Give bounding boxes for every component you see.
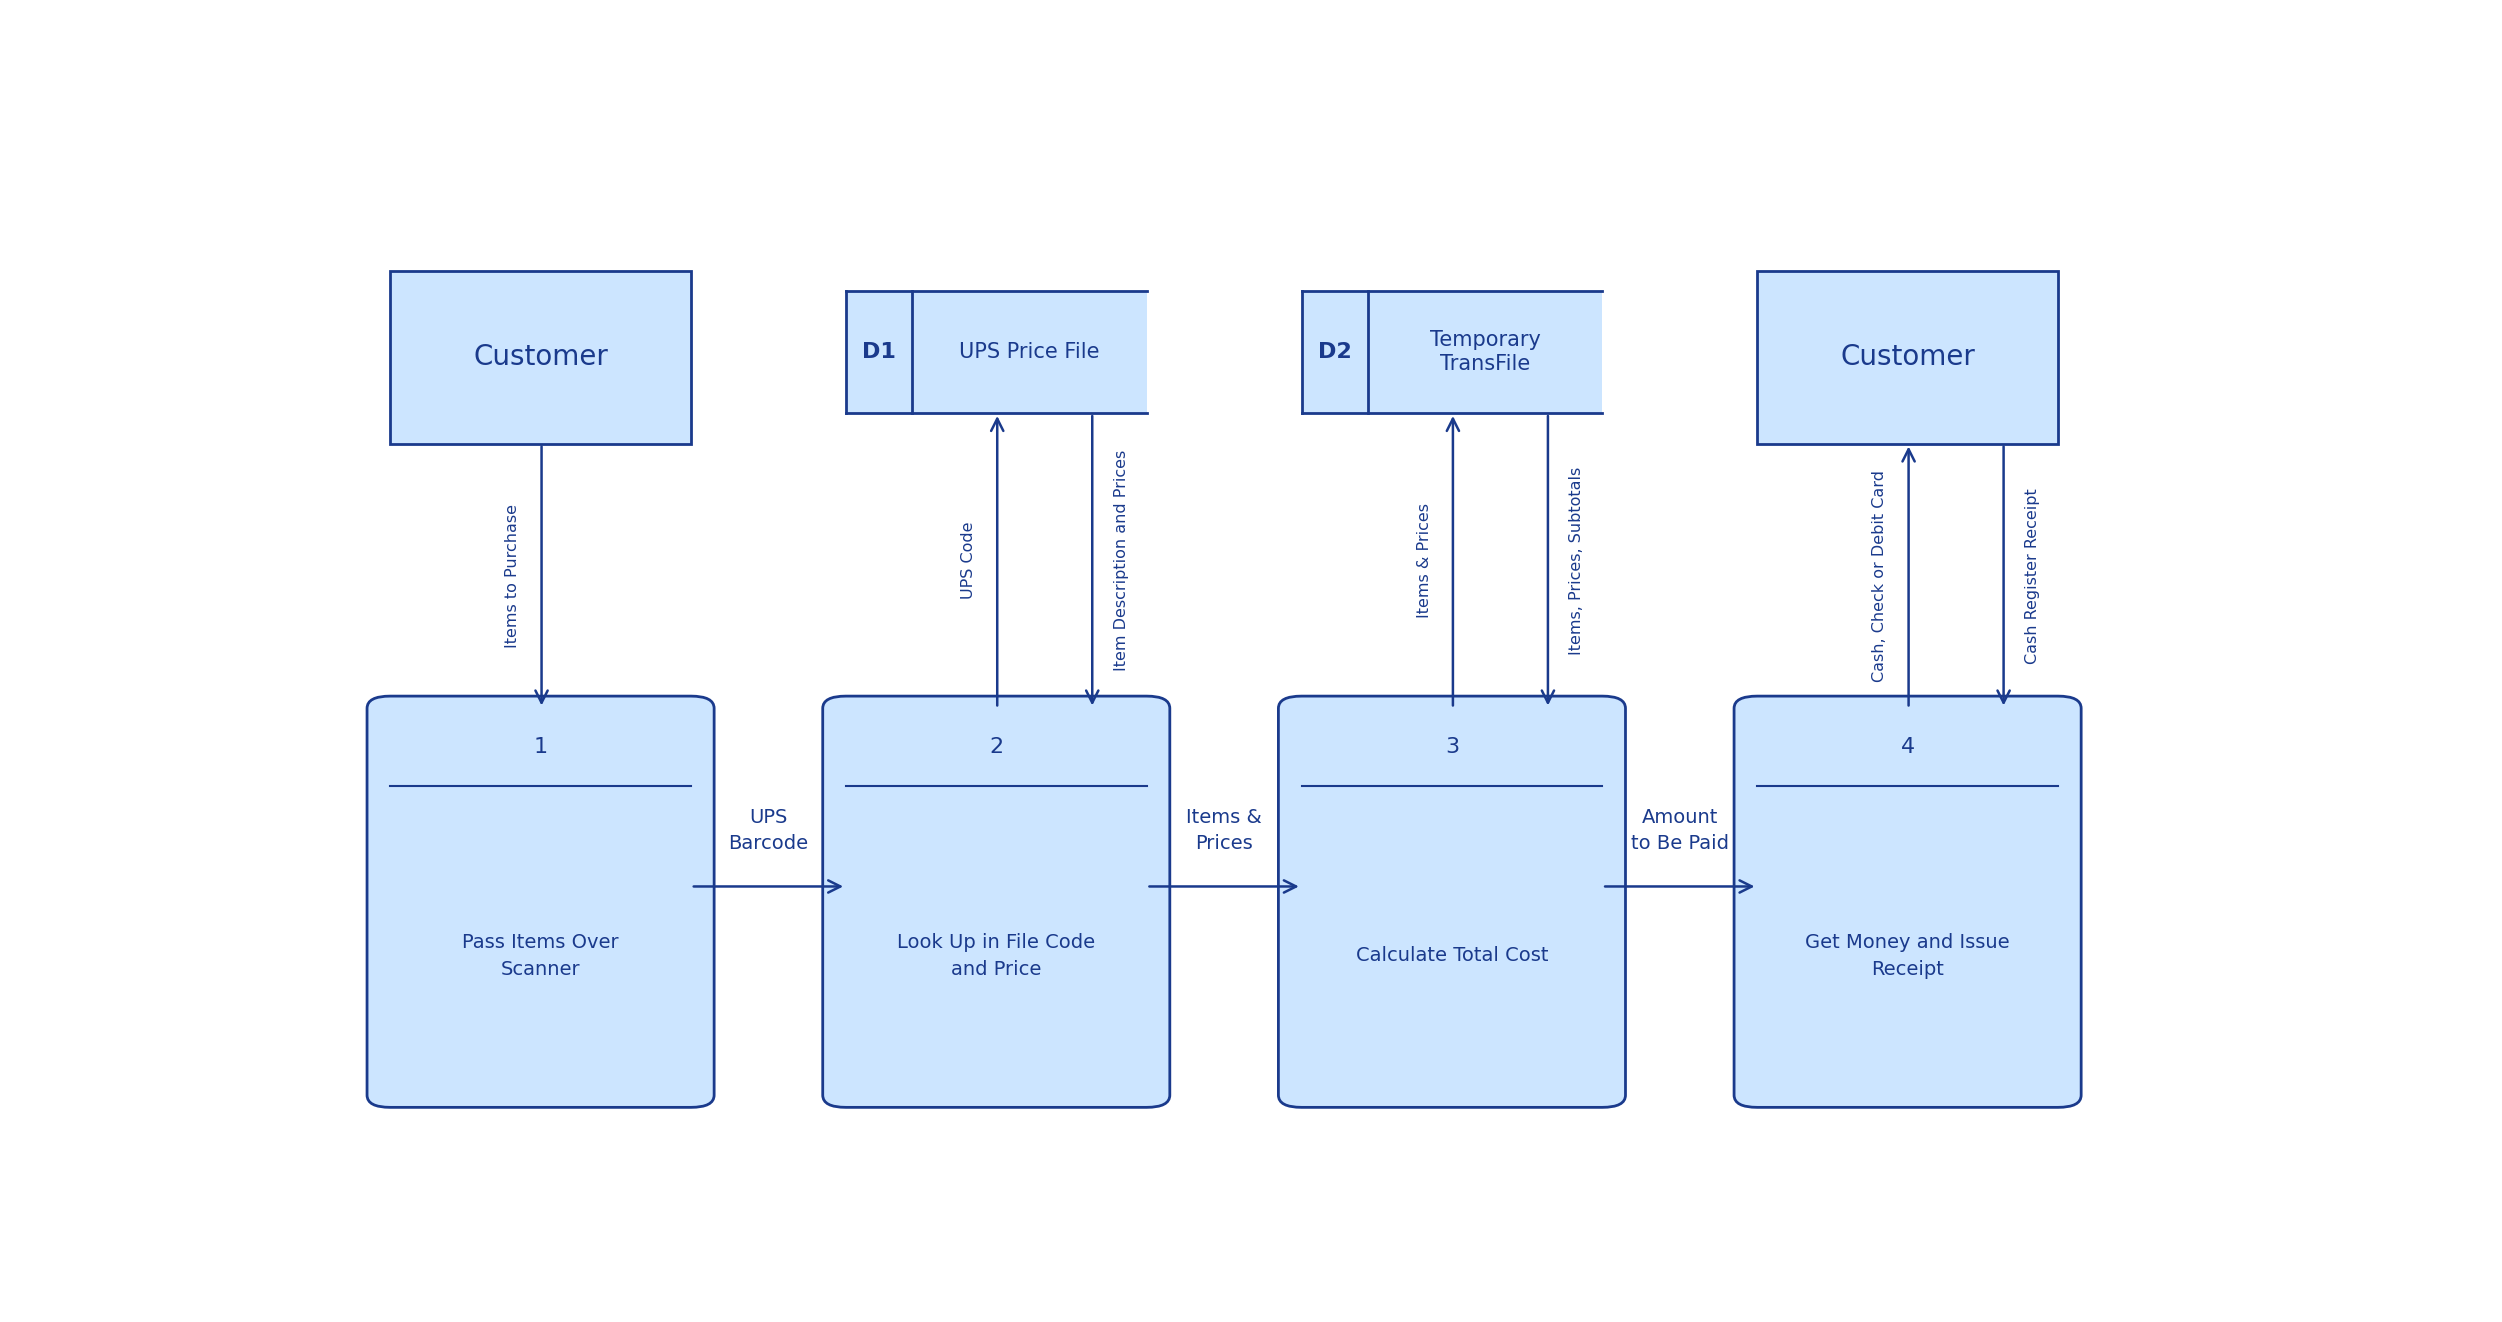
Text: D1: D1 <box>863 342 896 362</box>
FancyBboxPatch shape <box>1734 697 2082 1108</box>
Text: Pass Items Over
Scanner: Pass Items Over Scanner <box>463 933 618 978</box>
Text: Item Description and Prices: Item Description and Prices <box>1113 449 1128 672</box>
Text: Amount
to Be Paid: Amount to Be Paid <box>1631 808 1729 853</box>
Text: 2: 2 <box>988 736 1003 758</box>
Text: D2: D2 <box>1319 342 1351 362</box>
Text: Items, Prices, Subtotals: Items, Prices, Subtotals <box>1569 467 1584 654</box>
Text: Get Money and Issue
Receipt: Get Money and Issue Receipt <box>1806 933 2009 978</box>
Bar <box>846 291 1146 414</box>
FancyBboxPatch shape <box>390 271 691 444</box>
Text: Items to Purchase: Items to Purchase <box>505 504 520 648</box>
Text: UPS Code: UPS Code <box>961 522 976 599</box>
FancyBboxPatch shape <box>1756 271 2059 444</box>
Text: 1: 1 <box>533 736 548 758</box>
Text: Look Up in File Code
and Price: Look Up in File Code and Price <box>898 933 1096 978</box>
Text: Items & Prices: Items & Prices <box>1416 504 1431 619</box>
Text: 4: 4 <box>1902 736 1914 758</box>
Text: Cash Register Receipt: Cash Register Receipt <box>2024 488 2039 664</box>
Bar <box>1301 291 1601 414</box>
Text: UPS
Barcode: UPS Barcode <box>728 808 808 853</box>
Text: 3: 3 <box>1444 736 1459 758</box>
FancyBboxPatch shape <box>823 697 1171 1108</box>
Text: Temporary
TransFile: Temporary TransFile <box>1429 330 1541 374</box>
Text: UPS Price File: UPS Price File <box>958 342 1098 362</box>
FancyBboxPatch shape <box>368 697 713 1108</box>
Text: Calculate Total Cost: Calculate Total Cost <box>1356 947 1549 965</box>
Text: Customer: Customer <box>1839 344 1974 371</box>
Text: Items &
Prices: Items & Prices <box>1186 808 1261 853</box>
Text: Customer: Customer <box>473 344 608 371</box>
Text: Cash, Check or Debit Card: Cash, Check or Debit Card <box>1871 471 1887 682</box>
FancyBboxPatch shape <box>1279 697 1626 1108</box>
